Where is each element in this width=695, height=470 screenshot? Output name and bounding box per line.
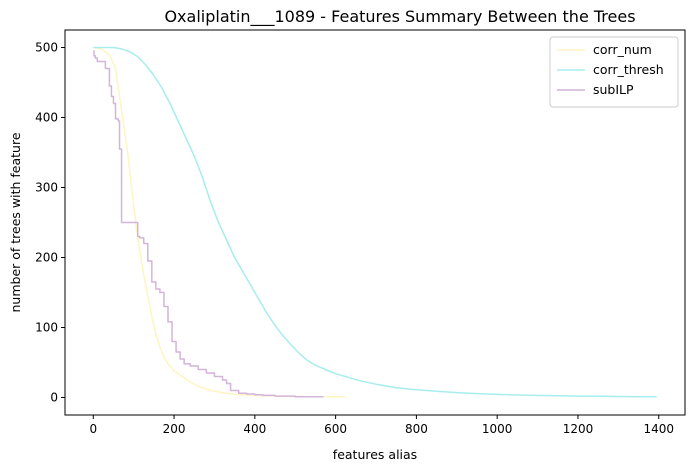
x-tick-label: 400 — [243, 422, 266, 436]
y-tick-label: 400 — [35, 111, 58, 125]
series-line-subILP — [93, 50, 324, 398]
y-tick-label: 100 — [35, 321, 58, 335]
y-axis-ticks: 0 100 200 300 400 500 — [35, 41, 65, 405]
x-tick-label: 1000 — [482, 422, 513, 436]
legend-label-subILP: subILP — [593, 82, 634, 97]
y-tick-label: 0 — [50, 391, 58, 405]
legend-label-corr-thresh: corr_thresh — [593, 62, 664, 77]
series-layer — [93, 46, 657, 398]
plot-frame — [64, 29, 686, 416]
series-line-corr-thresh — [93, 46, 657, 398]
y-tick-label: 300 — [35, 181, 58, 195]
x-tick-label: 600 — [324, 422, 347, 436]
x-axis-ticks: 0 200 400 600 800 1000 1200 1400 — [89, 415, 674, 436]
x-tick-label: 1400 — [643, 422, 674, 436]
y-axis-label: number of trees with feature — [8, 132, 23, 312]
legend-label-corr-num: corr_num — [593, 42, 652, 57]
y-tick-label: 500 — [35, 41, 58, 55]
x-tick-label: 800 — [405, 422, 428, 436]
x-axis-label: features alias — [333, 447, 417, 462]
axes — [64, 29, 686, 416]
x-tick-label: 0 — [89, 422, 97, 436]
chart-title: Oxaliplatin___1089 - Features Summary Be… — [164, 7, 635, 27]
x-tick-label: 1200 — [563, 422, 594, 436]
x-tick-label: 200 — [163, 422, 186, 436]
y-tick-label: 200 — [35, 251, 58, 265]
legend: corr_num corr_thresh subILP — [549, 36, 679, 108]
